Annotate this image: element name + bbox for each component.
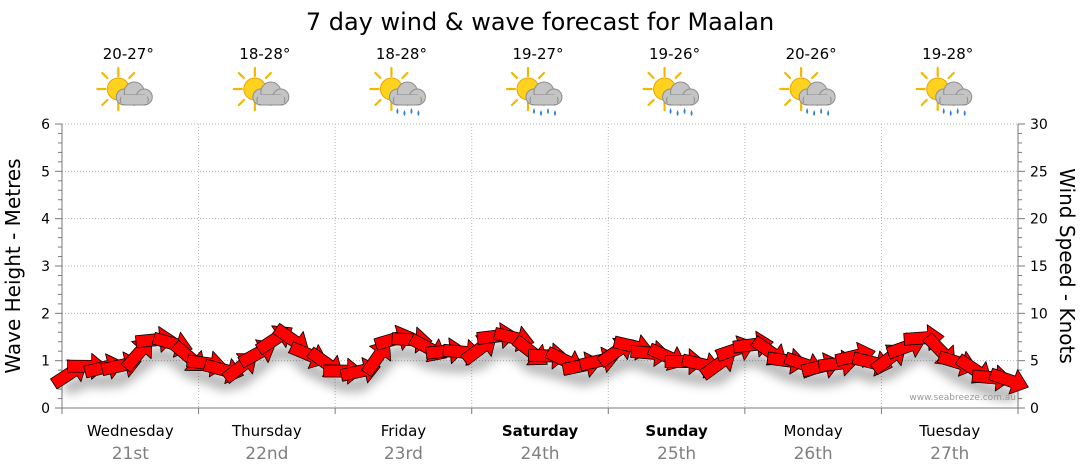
- day-date-label: 26th: [794, 444, 833, 464]
- temperature-label: 19-26°: [649, 45, 700, 63]
- day-name-label: Tuesday: [918, 422, 980, 440]
- y-axis-left-ticks: 0 1 2 3 4 5 6: [41, 117, 50, 417]
- y-axis-left-tick-label: 4: [41, 212, 50, 228]
- y-axis-left-label: Wave Height - Metres: [1, 158, 25, 373]
- y-axis-right-tick-label: 15: [1030, 259, 1048, 275]
- sun-showers-icon: [642, 66, 700, 116]
- partly-cloudy-icon: [232, 66, 290, 112]
- day-labels: Wednesday 21st Thursday 22nd Friday 23rd Satur…: [87, 422, 980, 464]
- y-axis-right-label: Wind Speed - Knots: [1055, 168, 1079, 364]
- sun-showers-icon: [779, 66, 836, 116]
- day-date-label: 21st: [112, 444, 149, 464]
- temperature-labels: 20-27° 18-28° 18-28° 19-27° 19-26° 20-26° 19-2…: [103, 45, 974, 63]
- sun-showers-icon: [915, 66, 973, 116]
- y-axis-left-tick-label: 0: [41, 401, 50, 417]
- sun-showers-icon: [369, 66, 426, 116]
- partly-cloudy-icon: [96, 66, 153, 112]
- y-axis-left-tick-label: 5: [41, 164, 50, 180]
- credit-text: www.seabreeze.com.au: [909, 393, 1016, 403]
- grid-lines: [62, 123, 1018, 408]
- wind-shadow-path: [63, 343, 1017, 402]
- y-axis-left-tick-label: 1: [41, 354, 50, 370]
- day-date-label: 22nd: [245, 444, 288, 464]
- temperature-label: 19-27°: [512, 45, 563, 63]
- y-axis-left-tick-label: 6: [41, 117, 50, 133]
- y-axis-right-tick-label: 5: [1030, 354, 1039, 370]
- day-name-label: Monday: [784, 422, 843, 440]
- day-name-label: Thursday: [231, 422, 302, 440]
- wind-arrows: [50, 322, 1029, 395]
- y-axis-left-tick-label: 2: [41, 306, 50, 322]
- axes: [55, 123, 1025, 414]
- y-axis-right-tick-label: 30: [1030, 117, 1048, 133]
- day-name-label: Sunday: [645, 422, 708, 440]
- y-axis-right-tick-label: 10: [1030, 306, 1048, 322]
- sun-showers-icon: [506, 66, 563, 116]
- y-axis-right-tick-label: 25: [1030, 164, 1048, 180]
- day-name-label: Wednesday: [87, 422, 174, 440]
- temperature-label: 18-28°: [239, 45, 290, 63]
- temperature-label: 20-26°: [786, 45, 837, 63]
- temperature-label: 18-28°: [376, 45, 427, 63]
- temperature-label: 20-27°: [103, 45, 154, 63]
- day-date-label: 24th: [520, 444, 559, 464]
- temperature-label: 19-28°: [922, 45, 973, 63]
- day-date-label: 27th: [930, 444, 969, 464]
- y-axis-right-tick-label: 20: [1030, 212, 1048, 228]
- day-date-label: 23rd: [384, 444, 423, 464]
- wind-arrow: [361, 340, 392, 378]
- weather-icons: [96, 66, 973, 116]
- chart-title: 7 day wind & wave forecast for Maalan: [306, 8, 774, 36]
- day-name-label: Saturday: [502, 422, 579, 440]
- y-axis-right-ticks: 0 5 10 15 20 25 30: [1030, 117, 1048, 417]
- wind-arrow: [988, 367, 1029, 395]
- day-date-label: 25th: [657, 444, 696, 464]
- y-axis-left-tick-label: 3: [41, 259, 50, 275]
- wind-shadow: [63, 343, 1017, 402]
- y-axis-right-tick-label: 0: [1030, 401, 1039, 417]
- day-name-label: Friday: [381, 422, 427, 440]
